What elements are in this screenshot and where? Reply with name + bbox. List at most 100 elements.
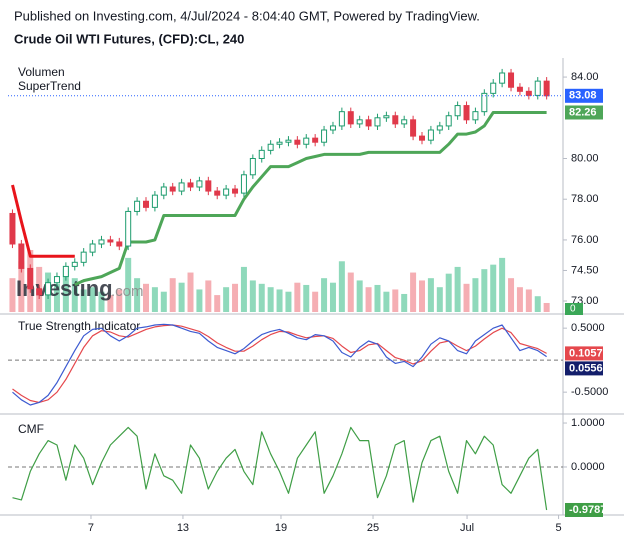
candle-body bbox=[383, 115, 390, 119]
cmf-title: CMF bbox=[18, 422, 44, 436]
volume-bar bbox=[151, 287, 158, 312]
candle-body bbox=[454, 105, 461, 117]
candle-body bbox=[27, 267, 34, 290]
volume-bar bbox=[436, 287, 443, 312]
volume-bar bbox=[205, 280, 212, 312]
volume-bar bbox=[481, 269, 488, 312]
candle-body bbox=[472, 111, 479, 121]
candle-body bbox=[160, 186, 167, 196]
x-tick-label: 19 bbox=[275, 522, 287, 534]
volume-bar bbox=[89, 287, 96, 312]
last-price-label: 83.08 bbox=[569, 90, 597, 102]
candle-body bbox=[356, 119, 363, 125]
volume-bar bbox=[419, 280, 425, 312]
candle-body bbox=[187, 182, 194, 188]
last-price-label-box bbox=[565, 88, 603, 103]
candle-body bbox=[490, 82, 497, 94]
candle-body bbox=[18, 243, 25, 269]
candle-body bbox=[321, 129, 328, 143]
candle-body bbox=[223, 188, 230, 196]
candle-body bbox=[338, 111, 345, 127]
candle-body bbox=[401, 119, 408, 125]
indicator-line bbox=[12, 323, 547, 406]
volume-bar bbox=[240, 266, 247, 312]
volume-bar bbox=[303, 284, 310, 312]
candle-body bbox=[258, 149, 265, 159]
volume-bar bbox=[98, 291, 105, 312]
source: Published on Investing.com, 4/Jul/2024 -… bbox=[14, 8, 480, 23]
volume-bar bbox=[472, 278, 479, 312]
candle-body bbox=[499, 72, 506, 84]
candle-body bbox=[36, 288, 43, 296]
candle-body bbox=[80, 251, 87, 263]
candle-body bbox=[232, 188, 239, 194]
volume-bar bbox=[445, 273, 452, 312]
x-tick-label: 25 bbox=[367, 522, 379, 534]
volume-bar bbox=[463, 283, 470, 312]
volume-bar bbox=[258, 283, 265, 312]
volume-bar bbox=[383, 291, 390, 312]
candle-body bbox=[312, 137, 319, 143]
volume-bar bbox=[525, 289, 532, 312]
x-tick-label: Jul bbox=[460, 522, 474, 534]
candle-body bbox=[169, 186, 176, 192]
candle-body bbox=[276, 141, 283, 145]
candle-body bbox=[89, 243, 96, 253]
volume-bar bbox=[107, 295, 114, 312]
volume-tick-label: 0 bbox=[570, 304, 576, 315]
volume-bar bbox=[454, 266, 461, 312]
candle-body bbox=[62, 265, 69, 278]
candle-body bbox=[53, 276, 60, 284]
volume-bar bbox=[356, 280, 363, 312]
candle-body bbox=[347, 111, 354, 125]
y-tick-label: 0.5000 bbox=[571, 322, 605, 334]
last-value-label: 0.0556 bbox=[569, 362, 603, 374]
last-value-label: 0.1057 bbox=[569, 347, 603, 359]
volume-bar bbox=[276, 289, 283, 312]
supertrend-label: 82.26 bbox=[569, 106, 597, 118]
candle-body bbox=[508, 72, 515, 88]
volume-bar bbox=[116, 289, 123, 312]
candle-body bbox=[427, 129, 434, 141]
candle-body bbox=[45, 282, 52, 296]
candle-body bbox=[134, 200, 141, 212]
volume-bar bbox=[160, 291, 167, 312]
candle-body bbox=[71, 261, 78, 267]
volume-bar bbox=[508, 278, 515, 312]
supertrend-up bbox=[74, 111, 547, 287]
candle-body bbox=[543, 80, 550, 97]
supertrend-down bbox=[11, 184, 75, 258]
y-tick-label: 74.50 bbox=[571, 264, 599, 276]
y-tick-label: 84.00 bbox=[571, 71, 599, 83]
volume-bar bbox=[71, 278, 78, 312]
volume-bar bbox=[80, 289, 87, 312]
volume-bar bbox=[125, 257, 132, 312]
candle-body bbox=[178, 182, 185, 192]
volume-bar bbox=[543, 302, 550, 312]
volume-bar bbox=[134, 278, 141, 312]
volume-bar bbox=[9, 278, 16, 312]
candle-body bbox=[436, 125, 443, 131]
volume-bar bbox=[232, 283, 239, 312]
watermark: .com bbox=[111, 283, 144, 300]
volume-bar bbox=[499, 257, 506, 312]
volume-bar bbox=[410, 272, 417, 312]
volume-bar bbox=[169, 278, 176, 312]
candle-body bbox=[285, 139, 292, 143]
candle-body bbox=[329, 125, 336, 131]
candle-body bbox=[392, 115, 399, 125]
volume-bar bbox=[143, 283, 149, 312]
volume-bar bbox=[223, 287, 230, 312]
candle-body bbox=[445, 115, 452, 127]
chart-title: Crude Oil WTI Futures, (CFD):CL, 240 bbox=[14, 31, 244, 46]
indicator-line bbox=[12, 426, 548, 511]
candle-body bbox=[267, 143, 274, 151]
volume-bar bbox=[490, 264, 497, 312]
volume-bar bbox=[338, 261, 345, 312]
volume-bar bbox=[249, 280, 256, 312]
candle-body bbox=[303, 137, 310, 145]
candle-body bbox=[240, 174, 247, 194]
supertrend-label-box bbox=[565, 105, 603, 120]
candle-body bbox=[525, 90, 532, 96]
